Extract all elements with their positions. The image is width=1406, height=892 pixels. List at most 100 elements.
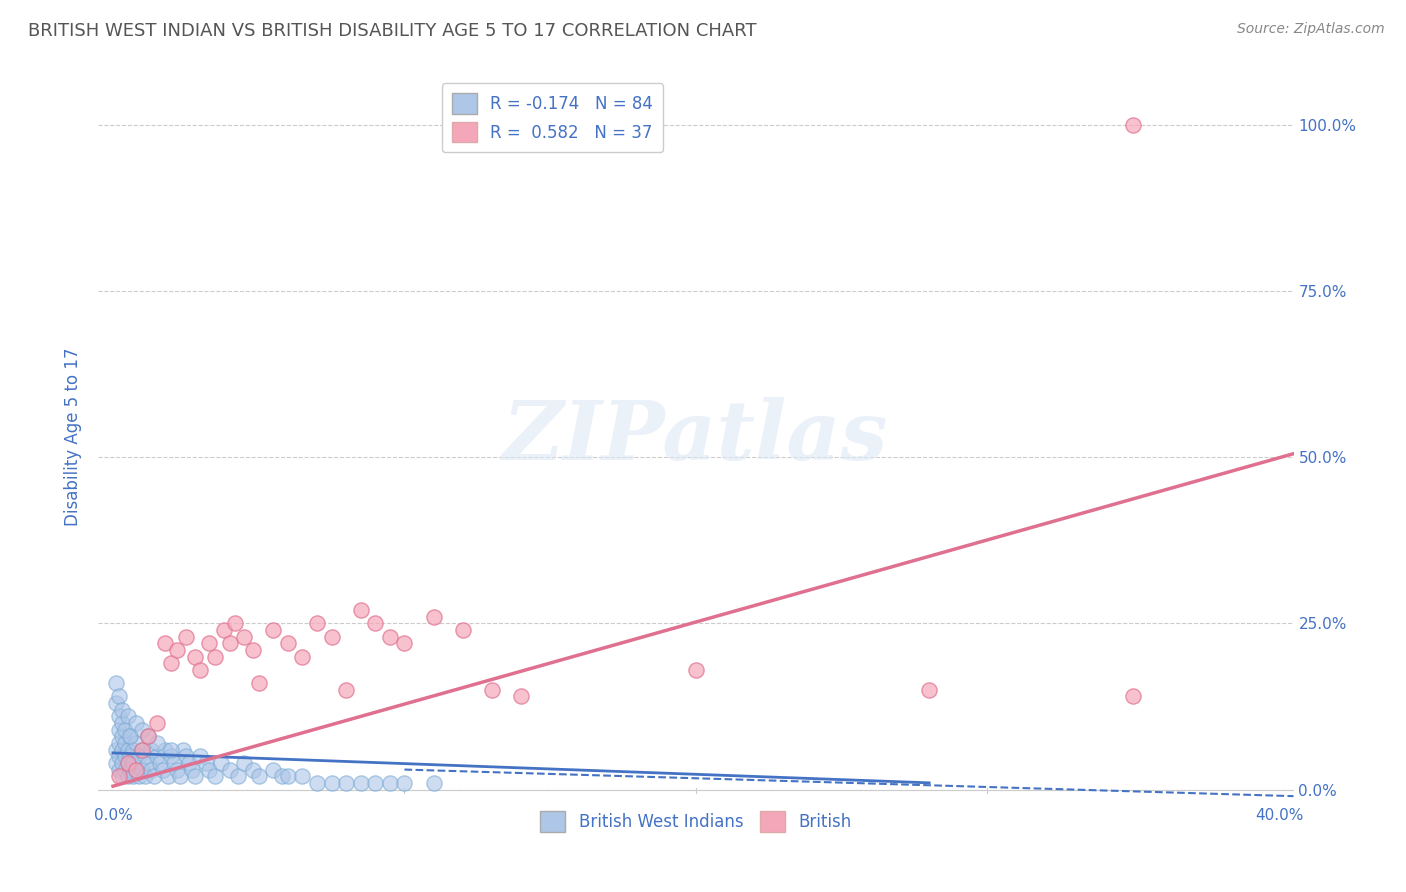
Point bbox=[155, 636, 177, 650]
Point bbox=[136, 729, 159, 743]
Text: Source: ZipAtlas.com: Source: ZipAtlas.com bbox=[1237, 22, 1385, 37]
Point bbox=[180, 763, 202, 777]
Point bbox=[242, 643, 264, 657]
Point bbox=[183, 649, 205, 664]
Point bbox=[122, 756, 145, 770]
Point bbox=[422, 776, 444, 790]
Point bbox=[104, 756, 127, 770]
Point bbox=[128, 749, 150, 764]
Point bbox=[204, 649, 226, 664]
Point bbox=[160, 742, 183, 756]
Point bbox=[117, 756, 139, 770]
Point bbox=[125, 736, 148, 750]
Point bbox=[174, 630, 197, 644]
Point bbox=[271, 769, 294, 783]
Point bbox=[122, 742, 145, 756]
Point bbox=[198, 636, 221, 650]
Point bbox=[233, 756, 256, 770]
Point bbox=[305, 616, 328, 631]
Point bbox=[120, 749, 142, 764]
Point bbox=[114, 763, 136, 777]
Point bbox=[166, 763, 188, 777]
Point bbox=[212, 623, 235, 637]
Point bbox=[120, 763, 142, 777]
Point bbox=[125, 763, 148, 777]
Point bbox=[160, 656, 183, 670]
Point bbox=[111, 742, 134, 756]
Text: BRITISH WEST INDIAN VS BRITISH DISABILITY AGE 5 TO 17 CORRELATION CHART: BRITISH WEST INDIAN VS BRITISH DISABILIT… bbox=[28, 22, 756, 40]
Point bbox=[108, 749, 131, 764]
Point bbox=[114, 723, 136, 737]
Point bbox=[321, 630, 343, 644]
Point bbox=[1122, 118, 1144, 132]
Point bbox=[120, 729, 142, 743]
Point bbox=[378, 630, 401, 644]
Point bbox=[321, 776, 343, 790]
Point bbox=[218, 636, 240, 650]
Point bbox=[262, 623, 284, 637]
Point bbox=[247, 769, 270, 783]
Point bbox=[394, 776, 416, 790]
Point bbox=[233, 630, 256, 644]
Point bbox=[350, 603, 373, 617]
Point bbox=[247, 676, 270, 690]
Point bbox=[108, 769, 131, 783]
Legend: British West Indians, British: British West Indians, British bbox=[534, 805, 858, 838]
Point bbox=[166, 643, 188, 657]
Point bbox=[291, 649, 314, 664]
Point bbox=[108, 736, 131, 750]
Point bbox=[335, 776, 357, 790]
Point bbox=[131, 723, 153, 737]
Point bbox=[108, 690, 131, 704]
Point bbox=[111, 716, 134, 731]
Point bbox=[128, 769, 150, 783]
Point bbox=[190, 749, 212, 764]
Point bbox=[145, 736, 167, 750]
Point bbox=[149, 756, 172, 770]
Point bbox=[305, 776, 328, 790]
Point bbox=[228, 769, 250, 783]
Point bbox=[163, 756, 186, 770]
Point bbox=[481, 682, 503, 697]
Point bbox=[125, 763, 148, 777]
Point bbox=[190, 663, 212, 677]
Point bbox=[108, 709, 131, 723]
Point bbox=[394, 636, 416, 650]
Point bbox=[291, 769, 314, 783]
Point bbox=[335, 682, 357, 697]
Point bbox=[918, 682, 941, 697]
Point bbox=[111, 769, 134, 783]
Point bbox=[125, 716, 148, 731]
Point bbox=[104, 676, 127, 690]
Point bbox=[122, 769, 145, 783]
Point bbox=[242, 763, 264, 777]
Point bbox=[195, 756, 218, 770]
Point bbox=[364, 776, 387, 790]
Point bbox=[114, 749, 136, 764]
Y-axis label: Disability Age 5 to 17: Disability Age 5 to 17 bbox=[65, 348, 83, 526]
Point bbox=[262, 763, 284, 777]
Point bbox=[198, 763, 221, 777]
Point bbox=[145, 749, 167, 764]
Point bbox=[277, 769, 299, 783]
Text: ZIPatlas: ZIPatlas bbox=[503, 397, 889, 477]
Point bbox=[209, 756, 232, 770]
Point bbox=[117, 742, 139, 756]
Point bbox=[422, 609, 444, 624]
Point bbox=[120, 729, 142, 743]
Point bbox=[160, 749, 183, 764]
Point bbox=[172, 742, 194, 756]
Point bbox=[350, 776, 373, 790]
Point bbox=[142, 769, 165, 783]
Point bbox=[134, 749, 156, 764]
Point bbox=[224, 616, 246, 631]
Point bbox=[131, 742, 153, 756]
Point bbox=[117, 709, 139, 723]
Point bbox=[114, 736, 136, 750]
Point bbox=[134, 769, 156, 783]
Point bbox=[218, 763, 240, 777]
Point bbox=[169, 769, 191, 783]
Point bbox=[510, 690, 533, 704]
Point bbox=[111, 703, 134, 717]
Point bbox=[108, 763, 131, 777]
